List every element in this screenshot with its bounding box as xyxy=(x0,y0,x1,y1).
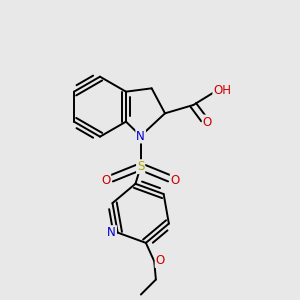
Text: O: O xyxy=(101,175,110,188)
Text: O: O xyxy=(203,116,212,128)
Text: S: S xyxy=(137,160,144,173)
Text: N: N xyxy=(107,226,116,239)
Text: O: O xyxy=(156,254,165,267)
Text: OH: OH xyxy=(213,83,231,97)
Text: N: N xyxy=(136,130,145,142)
Text: O: O xyxy=(171,175,180,188)
